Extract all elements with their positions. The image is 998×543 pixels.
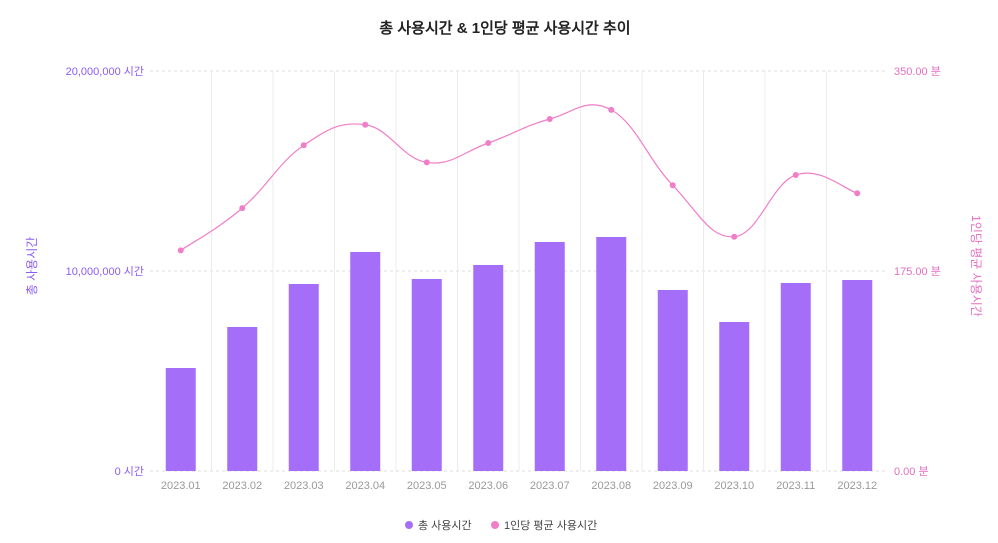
legend-label-bar: 총 사용시간	[418, 519, 472, 532]
bar[interactable]	[780, 283, 811, 471]
line-path	[180, 104, 858, 251]
bar[interactable]	[288, 284, 319, 471]
line-point[interactable]	[669, 182, 676, 189]
y-left-axis-title: 총 사용시간	[25, 237, 39, 296]
legend-item-bar[interactable]: 총 사용시간	[405, 519, 472, 532]
line-point[interactable]	[546, 116, 553, 122]
legend: 총 사용시간 1인당 평균 사용시간	[405, 519, 597, 532]
x-tick-label: 2023.06	[468, 480, 508, 492]
x-tick-label: 2023.10	[714, 480, 754, 492]
legend-marker-line	[491, 521, 499, 529]
x-tick-label: 2023.04	[345, 480, 385, 492]
y-right-tick-label: 175.00 분	[894, 266, 941, 278]
line-point[interactable]	[300, 142, 307, 149]
legend-label-line: 1인당 평균 사용시간	[504, 519, 597, 532]
line-point[interactable]	[423, 159, 430, 166]
legend-marker-bar	[405, 521, 413, 529]
bar[interactable]	[473, 265, 504, 471]
line-point[interactable]	[731, 233, 738, 240]
y-left-tick-label: 20,000,000 시간	[66, 65, 144, 78]
bar[interactable]	[165, 368, 196, 471]
axes: 0 시간 10,000,000 시간 20,000,000 시간 0.00 분 175.…	[66, 65, 941, 492]
bar[interactable]	[350, 252, 381, 471]
bar[interactable]	[227, 327, 258, 471]
x-tick-label: 2023.03	[284, 480, 324, 492]
y-right-axis-title: 1인당 평균 사용시간	[969, 215, 983, 317]
legend-item-line[interactable]: 1인당 평균 사용시간	[491, 519, 597, 532]
line-series	[177, 104, 861, 254]
line-point[interactable]	[854, 190, 861, 197]
line-point[interactable]	[177, 247, 184, 254]
line-point[interactable]	[792, 172, 799, 178]
x-tick-label: 2023.08	[591, 480, 631, 492]
x-tick-label: 2023.05	[407, 480, 447, 492]
line-point[interactable]	[239, 205, 246, 212]
grid	[150, 70, 888, 472]
y-left-tick-label: 0 시간	[115, 465, 144, 478]
x-tick-label: 2023.01	[161, 480, 201, 492]
bar[interactable]	[411, 279, 442, 471]
bar-series	[165, 237, 873, 471]
y-left-tick-label: 10,000,000 시간	[66, 265, 144, 278]
bar[interactable]	[657, 290, 688, 471]
bar[interactable]	[534, 242, 565, 471]
chart-title: 총 사용시간 & 1인당 평균 사용시간 추이	[379, 19, 630, 37]
bar[interactable]	[719, 322, 750, 471]
x-tick-label: 2023.12	[837, 480, 877, 492]
line-point[interactable]	[485, 140, 492, 146]
x-tick-label: 2023.02	[222, 480, 262, 492]
bar[interactable]	[596, 237, 627, 471]
line-point[interactable]	[608, 106, 615, 113]
x-tick-label: 2023.09	[653, 480, 693, 492]
x-tick-label: 2023.07	[530, 480, 570, 492]
x-tick-label: 2023.11	[776, 480, 815, 492]
y-right-tick-label: 350.00 분	[894, 66, 941, 78]
y-right-tick-label: 0.00 분	[894, 466, 929, 478]
line-point[interactable]	[362, 121, 369, 128]
bar[interactable]	[842, 280, 873, 471]
